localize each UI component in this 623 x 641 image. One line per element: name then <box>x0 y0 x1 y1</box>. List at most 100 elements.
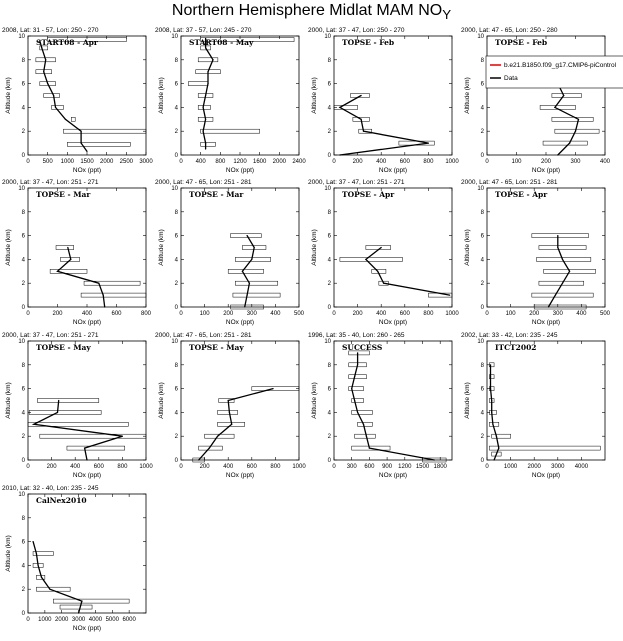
x-tick-label: 0 <box>485 159 489 165</box>
y-tick-label: 6 <box>175 82 179 88</box>
x-tick-label: 800 <box>141 311 152 317</box>
data-profile-line <box>56 247 106 308</box>
range-bar <box>200 37 295 42</box>
data-point <box>121 435 123 437</box>
panel-header: 2000, Lat: 47 - 65, Lon: 251 - 281 <box>155 332 252 339</box>
range-bar <box>192 457 205 463</box>
panel-6: 2000, Lat: 47 - 65, Lon: 251 - 281 TOPSE … <box>155 179 305 326</box>
range-bar <box>55 245 74 250</box>
data-point <box>244 306 246 308</box>
range-bar <box>39 433 147 439</box>
data-profile-line <box>364 246 450 296</box>
y-tick-label: 6 <box>22 540 26 546</box>
data-point <box>204 94 207 97</box>
panel-title: CalNex2010 <box>36 496 87 505</box>
x-tick-label: 300 <box>247 311 258 317</box>
data-point <box>204 142 207 144</box>
range-bar <box>551 93 582 98</box>
data-point <box>360 118 362 120</box>
y-tick-label: 10 <box>171 34 178 40</box>
data-point <box>207 83 209 85</box>
data-point <box>362 423 365 425</box>
data-point <box>354 376 356 378</box>
x-tick-label: 800 <box>423 159 434 165</box>
x-tick-label: 400 <box>600 159 611 165</box>
y-tick-label: 10 <box>171 186 178 192</box>
range-bar <box>357 422 373 427</box>
panel-7: 2000, Lat: 37 - 47, Lon: 251 - 271 TOPSE … <box>308 179 459 326</box>
y-tick-label: 10 <box>477 339 484 345</box>
data-point <box>204 148 207 150</box>
figure-title: Northern Hemisphere Midlat MAM NOY <box>0 2 623 22</box>
data-point <box>498 447 500 449</box>
range-bar <box>489 386 495 391</box>
data-point <box>449 294 451 296</box>
data-point <box>557 154 559 156</box>
panel-header: 2000, Lat: 37 - 47, Lon: 250 - 270 <box>308 27 405 34</box>
x-tick-label: 400 <box>70 464 81 470</box>
range-bar <box>348 374 367 379</box>
data-point <box>41 47 43 49</box>
range-bar <box>489 374 495 379</box>
y-axis-label: Altitude (km) <box>5 77 12 113</box>
data-point <box>227 399 229 402</box>
data-point <box>86 459 88 461</box>
x-tick-label: 600 <box>364 464 375 470</box>
range-bar <box>489 362 495 368</box>
x-tick-label: 400 <box>196 159 207 165</box>
legend-box <box>485 55 623 89</box>
data-point <box>52 94 55 97</box>
data-point <box>231 423 233 425</box>
y-axis-label: Altitude (km) <box>311 229 318 265</box>
y-tick-label: 8 <box>328 363 332 369</box>
y-tick-label: 0 <box>175 153 179 159</box>
panel-5: 2000, Lat: 37 - 47, Lon: 251 - 271 TOPSE … <box>2 179 152 326</box>
range-bar <box>351 410 373 415</box>
y-tick-label: 2 <box>481 434 485 440</box>
panel-header: 1996, Lat: 35 - 40, Lon: 260 - 265 <box>308 332 405 339</box>
y-axis-label: Altitude (km) <box>5 535 12 571</box>
range-bar <box>333 105 358 110</box>
x-axis-label: NOx (ppt) <box>226 472 254 479</box>
y-tick-label: 6 <box>22 387 26 393</box>
data-point <box>563 94 565 97</box>
data-point <box>492 423 494 425</box>
x-tick-label: 1000 <box>292 464 306 470</box>
range-bar <box>66 445 126 451</box>
range-bar <box>59 604 93 610</box>
x-tick-label: 1000 <box>139 464 153 470</box>
y-tick-label: 2 <box>481 129 485 135</box>
data-point <box>489 388 492 390</box>
figure-title-text: Northern Hemisphere Midlat MAM NO <box>171 2 443 19</box>
data-point <box>495 435 498 437</box>
x-tick-label: 0 <box>179 464 183 470</box>
plot-frame <box>27 340 147 461</box>
data-point <box>202 130 204 132</box>
data-point <box>380 246 382 249</box>
x-tick-label: 100 <box>506 311 517 317</box>
panel-4: 2000, Lat: 47 - 65, Lon: 250 - 280 TOPSE … <box>461 27 611 174</box>
y-tick-label: 10 <box>324 186 331 192</box>
data-point <box>86 150 88 153</box>
data-point <box>43 71 45 73</box>
y-tick-label: 6 <box>175 387 179 393</box>
range-bar <box>200 128 260 134</box>
x-tick-label: 0 <box>485 311 489 317</box>
x-tick-label: 0 <box>26 311 30 317</box>
range-bar <box>53 598 130 604</box>
x-axis-label: NOx (ppt) <box>379 472 407 479</box>
x-tick-label: 300 <box>553 311 564 317</box>
x-tick-label: 1000 <box>504 464 518 470</box>
data-point <box>272 388 274 390</box>
range-bar <box>27 422 129 427</box>
panel-title: START08 - May <box>189 38 254 47</box>
y-tick-label: 10 <box>171 339 178 345</box>
x-tick-label: 1000 <box>61 159 75 165</box>
data-point <box>561 282 564 284</box>
data-point <box>207 71 209 73</box>
range-bar <box>542 140 588 146</box>
y-tick-label: 2 <box>328 129 332 135</box>
range-bar <box>80 292 147 298</box>
x-tick-label: 6000 <box>122 617 136 623</box>
y-tick-label: 2 <box>481 281 485 287</box>
